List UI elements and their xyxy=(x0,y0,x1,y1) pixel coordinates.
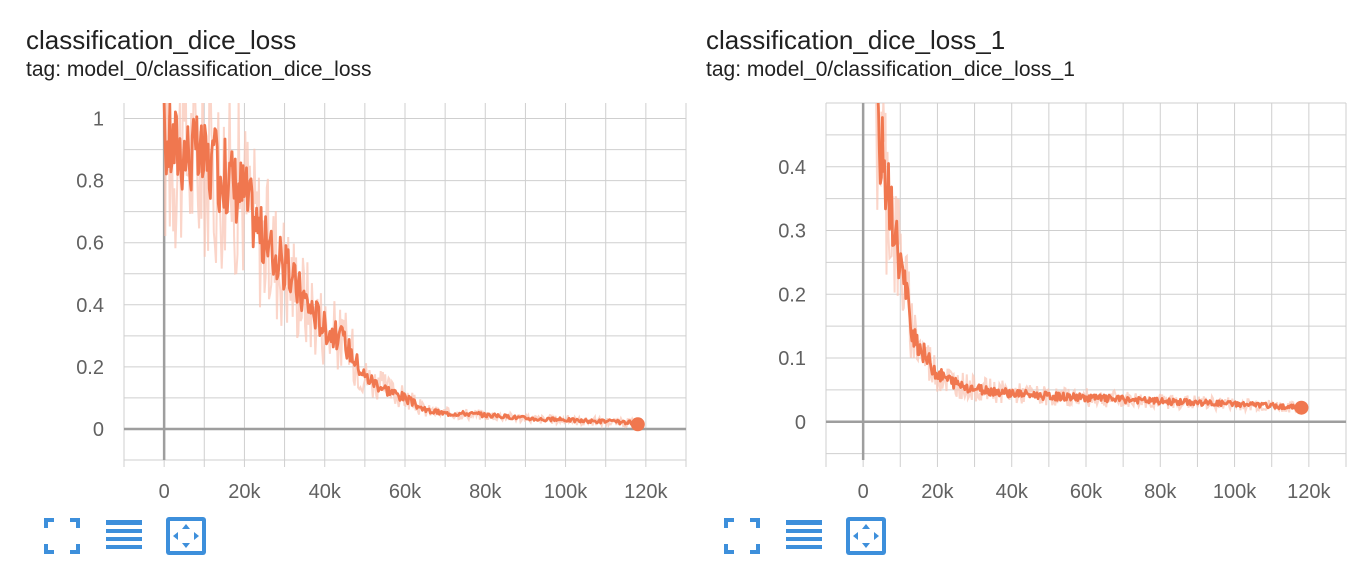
list-icon xyxy=(786,520,822,549)
chart-title: classification_dice_loss xyxy=(26,25,297,55)
x-tick-label: 80k xyxy=(469,481,502,503)
chart-title: classification_dice_loss_1 xyxy=(706,25,1006,55)
x-tick-label: 120k xyxy=(624,481,668,503)
series-line xyxy=(876,103,1303,412)
x-tick-label: 0 xyxy=(159,481,170,503)
series-line-raw xyxy=(875,103,1303,415)
chart-card-2: classification_dice_loss_1 tag: model_0/… xyxy=(690,0,1364,562)
fit-domain-button[interactable] xyxy=(164,514,208,558)
x-tick-label: 20k xyxy=(921,481,954,503)
y-tick-label: 0 xyxy=(93,419,104,441)
fullscreen-icon xyxy=(44,518,80,554)
y-tick-label: 0.3 xyxy=(778,221,806,243)
fit-domain-button[interactable] xyxy=(844,514,888,558)
x-tick-label: 40k xyxy=(996,481,1029,503)
fullscreen-icon xyxy=(724,518,760,554)
fit-domain-icon xyxy=(846,517,886,555)
fullscreen-button[interactable] xyxy=(720,514,764,558)
line-chart[interactable]: 0 0.2 0.4 0.6 0.8 1 0 20k 40k 60k 80k 100k 120k xyxy=(0,0,690,510)
chart-tag: tag: model_0/classification_dice_loss_1 xyxy=(706,58,1075,81)
toggle-data-button[interactable] xyxy=(782,514,826,558)
x-tick-label: 60k xyxy=(389,481,422,503)
series-end-point xyxy=(1294,400,1309,415)
toggle-data-button[interactable] xyxy=(102,514,146,558)
y-tick-label: 0.2 xyxy=(76,357,104,379)
chart-card-1: classification_dice_loss tag: model_0/cl… xyxy=(0,0,690,558)
x-tick-label: 0 xyxy=(858,481,869,503)
fit-domain-icon xyxy=(166,517,206,555)
chart-tag: tag: model_0/classification_dice_loss xyxy=(26,58,372,81)
x-tick-label: 100k xyxy=(1213,481,1257,503)
x-tick-label: 40k xyxy=(309,481,342,503)
y-tick-label: 0.2 xyxy=(778,284,806,306)
y-tick-label: 0.4 xyxy=(778,157,806,179)
series-line-raw xyxy=(163,103,639,430)
x-tick-label: 20k xyxy=(228,481,261,503)
y-tick-label: 0.6 xyxy=(76,233,104,255)
y-tick-label: 0.8 xyxy=(76,171,104,193)
x-tick-label: 80k xyxy=(1144,481,1177,503)
x-tick-label: 60k xyxy=(1070,481,1103,503)
list-icon xyxy=(106,520,142,549)
y-tick-label: 0 xyxy=(795,412,806,434)
series-line xyxy=(162,103,639,426)
x-tick-label: 120k xyxy=(1287,481,1331,503)
y-tick-label: 0.1 xyxy=(778,348,806,370)
y-tick-label: 1 xyxy=(93,109,104,131)
line-chart[interactable]: 0 0.1 0.2 0.3 0.4 0 20k 40k 60k 80k 100k 120k xyxy=(690,0,1364,510)
x-tick-label: 100k xyxy=(544,481,588,503)
fullscreen-button[interactable] xyxy=(40,514,84,558)
series-end-point xyxy=(630,417,645,432)
y-tick-label: 0.4 xyxy=(76,295,104,317)
